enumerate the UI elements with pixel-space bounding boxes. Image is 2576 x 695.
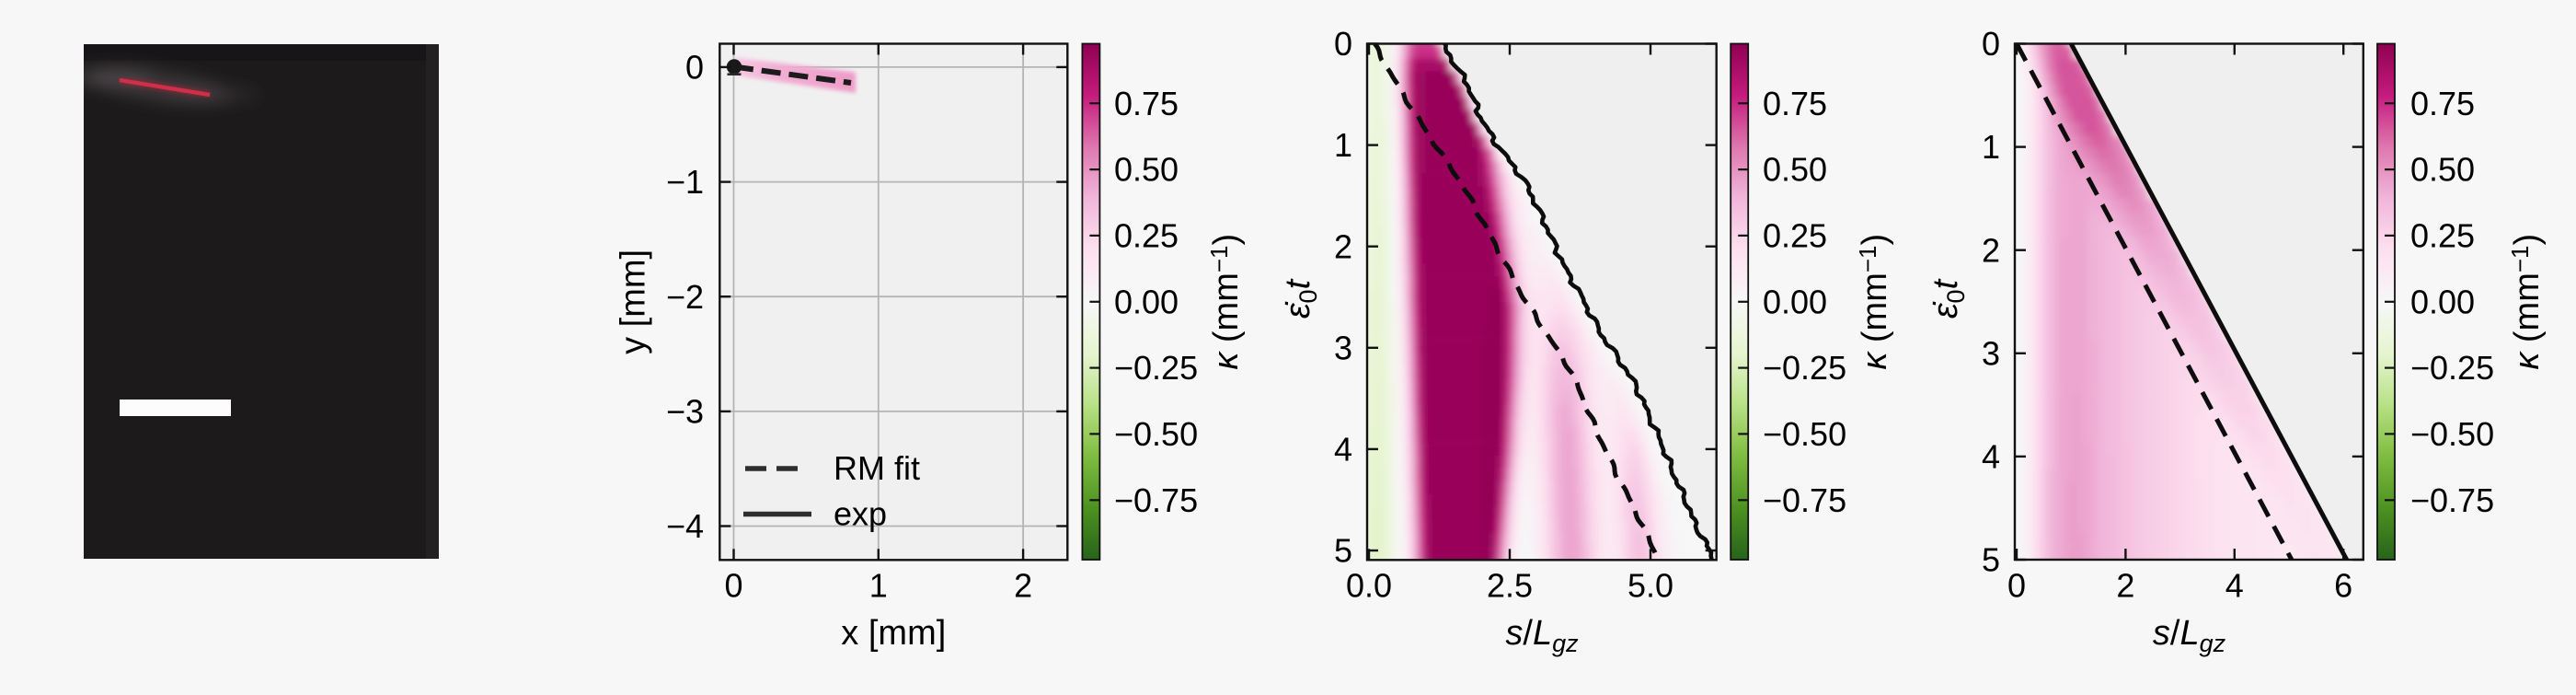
- svg-text:0.75: 0.75: [1763, 85, 1827, 122]
- svg-text:−2: −2: [666, 278, 704, 316]
- svg-text:−4: −4: [666, 507, 704, 545]
- svg-text:RM fit: RM fit: [834, 449, 920, 487]
- svg-text:2: 2: [1014, 567, 1032, 605]
- svg-text:0: 0: [1982, 25, 2000, 63]
- svg-text:4: 4: [1334, 431, 1352, 469]
- svg-text:−0.25: −0.25: [2410, 349, 2494, 387]
- svg-text:5.0: 5.0: [1627, 567, 1673, 605]
- svg-text:0.25: 0.25: [2410, 217, 2475, 255]
- svg-text:0.0: 0.0: [1346, 567, 1392, 605]
- svg-text:0.50: 0.50: [1114, 151, 1179, 189]
- svg-text:4: 4: [1982, 438, 2000, 476]
- svg-text:ε̇0t: ε̇0t: [1926, 278, 1970, 319]
- svg-text:1: 1: [1982, 128, 2000, 166]
- svg-text:0.00: 0.00: [2410, 283, 2475, 320]
- svg-text:−0.25: −0.25: [1114, 349, 1198, 387]
- svg-text:1: 1: [869, 567, 888, 605]
- svg-text:ε̇0t: ε̇0t: [1279, 278, 1322, 319]
- svg-text:0.50: 0.50: [2410, 151, 2475, 189]
- svg-text:2: 2: [1334, 227, 1352, 265]
- svg-text:4: 4: [2225, 567, 2244, 605]
- svg-text:−0.50: −0.50: [2410, 415, 2494, 453]
- svg-text:−0.75: −0.75: [1763, 481, 1846, 519]
- svg-text:3: 3: [1334, 329, 1352, 366]
- svg-text:0.50: 0.50: [1763, 151, 1827, 189]
- svg-text:0: 0: [724, 567, 742, 605]
- svg-text:1: 1: [1334, 126, 1352, 164]
- svg-text:5: 5: [1334, 532, 1352, 570]
- svg-text:−0.75: −0.75: [2410, 481, 2494, 519]
- svg-text:3: 3: [1982, 334, 2000, 372]
- svg-text:0: 0: [2007, 567, 2026, 605]
- svg-text:2.5: 2.5: [1487, 567, 1533, 605]
- svg-text:x [mm]: x [mm]: [841, 614, 946, 653]
- svg-text:0: 0: [685, 49, 704, 87]
- svg-text:κ (mm−1): κ (mm−1): [2506, 234, 2547, 370]
- svg-text:2: 2: [2116, 567, 2134, 605]
- svg-text:−0.25: −0.25: [1763, 349, 1846, 387]
- svg-text:0: 0: [1334, 25, 1352, 63]
- svg-text:0.25: 0.25: [1763, 217, 1827, 255]
- svg-text:0.75: 0.75: [2410, 85, 2475, 122]
- svg-text:−0.50: −0.50: [1763, 415, 1846, 453]
- svg-text:exp: exp: [834, 495, 887, 533]
- svg-text:2: 2: [1982, 231, 2000, 269]
- svg-text:y [mm]: y [mm]: [615, 249, 653, 354]
- svg-text:−0.50: −0.50: [1114, 415, 1198, 453]
- svg-text:0.00: 0.00: [1763, 283, 1827, 320]
- svg-text:0.25: 0.25: [1114, 217, 1179, 255]
- svg-text:−1: −1: [666, 163, 704, 201]
- svg-text:0.75: 0.75: [1114, 85, 1179, 122]
- svg-text:−3: −3: [666, 393, 704, 431]
- svg-text:6: 6: [2334, 567, 2352, 605]
- svg-text:5: 5: [1982, 541, 2000, 579]
- svg-text:0.00: 0.00: [1114, 283, 1179, 320]
- svg-text:−0.75: −0.75: [1114, 481, 1198, 519]
